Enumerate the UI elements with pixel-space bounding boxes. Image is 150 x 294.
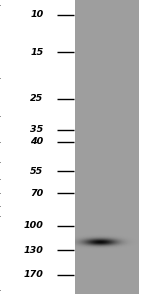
Text: 40: 40: [30, 138, 44, 146]
Text: 55: 55: [30, 167, 44, 176]
Text: 70: 70: [30, 189, 44, 198]
Text: 25: 25: [30, 94, 44, 103]
Text: 35: 35: [30, 125, 44, 134]
Text: 170: 170: [24, 270, 44, 279]
Text: 10: 10: [30, 10, 44, 19]
Text: 100: 100: [24, 221, 44, 230]
Text: 15: 15: [30, 48, 44, 56]
Text: 130: 130: [24, 245, 44, 255]
